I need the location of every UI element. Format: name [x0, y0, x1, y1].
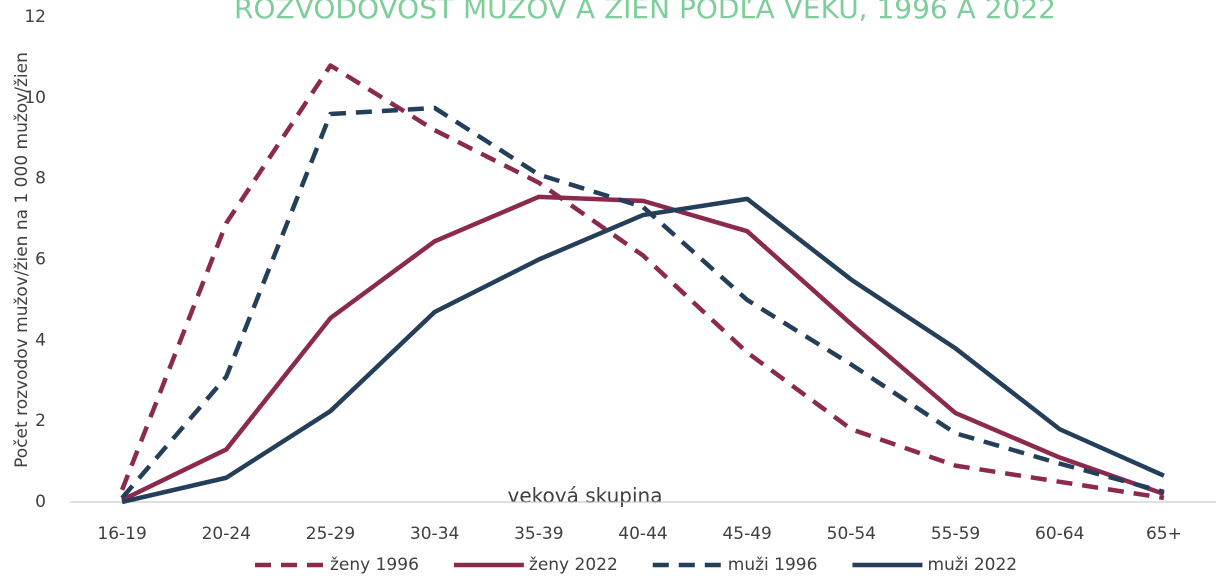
- x-tick-label: 45-49: [722, 524, 771, 544]
- y-tick-label: 12: [24, 7, 46, 27]
- data-line: [121, 196, 1165, 505]
- x-tick-label: 50-54: [827, 524, 876, 544]
- y-axis-label: Počet rozvodov mužov/žien na 1 000 mužov…: [12, 52, 32, 468]
- y-tick-label: 8: [35, 169, 46, 189]
- x-tick-label: 35-39: [514, 524, 563, 544]
- x-tick-label: 55-59: [931, 524, 980, 544]
- data-line: [121, 194, 1165, 503]
- x-tick-label: 65+: [1146, 524, 1182, 544]
- legend-label: ženy 2022: [529, 555, 618, 575]
- y-tick-label: 2: [35, 411, 46, 431]
- y-tick-label: 0: [35, 492, 46, 512]
- x-tick-label: 60-64: [1035, 524, 1084, 544]
- y-tick-label: 6: [35, 250, 46, 270]
- y-tick-label: 10: [24, 88, 46, 108]
- data-line: [119, 63, 1165, 501]
- x-tick-label: 25-29: [306, 524, 355, 544]
- legend-label: ženy 1996: [330, 555, 419, 575]
- x-axis-label: veková skupina: [508, 484, 663, 508]
- y-tick-label: 4: [35, 330, 46, 350]
- x-tick-label: 40-44: [618, 524, 667, 544]
- x-tick-label: 30-34: [410, 524, 459, 544]
- x-tick-label: 16-19: [97, 524, 146, 544]
- legend-label: muži 1996: [728, 555, 818, 575]
- data-line: [120, 105, 1165, 500]
- legend-label: muži 2022: [927, 555, 1017, 575]
- x-tick-label: 20-24: [202, 524, 251, 544]
- chart-title: ROZVODOVOSŤ MUŽOV A ŽIEN PODĽA VEKU, 199…: [234, 0, 1056, 25]
